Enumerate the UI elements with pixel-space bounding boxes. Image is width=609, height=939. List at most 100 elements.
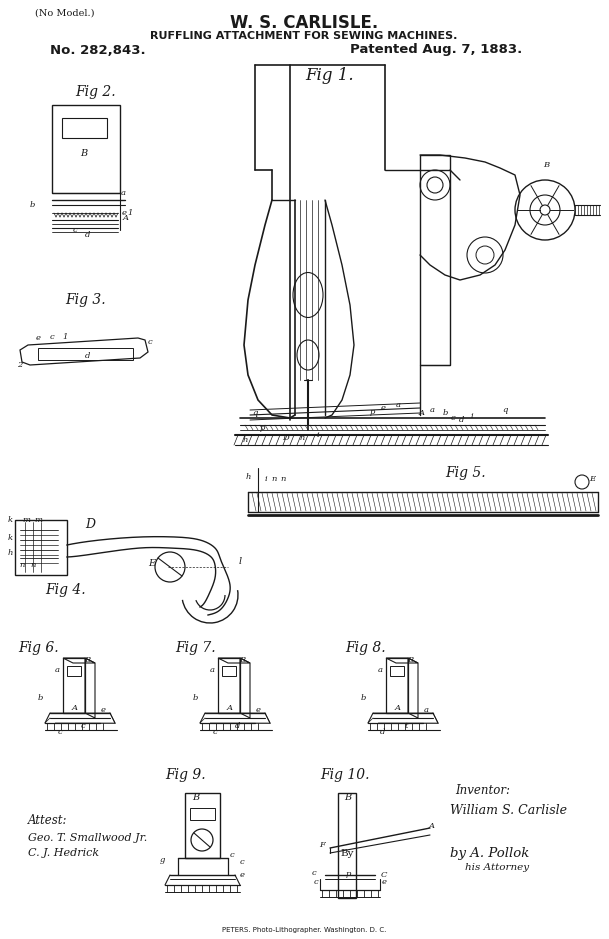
Bar xyxy=(52,105,120,193)
Text: a: a xyxy=(423,706,429,714)
Text: c: c xyxy=(239,858,244,866)
Text: Fig 1.: Fig 1. xyxy=(306,67,354,84)
Text: c: c xyxy=(147,338,152,346)
Text: h: h xyxy=(242,436,248,444)
Text: D: D xyxy=(281,434,289,442)
Text: (No Model.): (No Model.) xyxy=(35,8,94,18)
Text: 1: 1 xyxy=(127,209,133,217)
Bar xyxy=(62,118,107,138)
Text: e: e xyxy=(100,706,105,714)
Text: a: a xyxy=(378,666,382,674)
Text: b: b xyxy=(361,694,365,702)
Bar xyxy=(190,808,215,820)
Bar xyxy=(185,793,220,858)
Text: d: d xyxy=(380,728,385,736)
Text: k: k xyxy=(7,534,13,542)
Text: a: a xyxy=(395,401,401,409)
Bar xyxy=(338,793,356,898)
Text: Fig 4.: Fig 4. xyxy=(45,583,86,597)
Bar xyxy=(15,520,67,575)
Text: d: d xyxy=(85,352,91,360)
Text: q: q xyxy=(502,406,508,414)
Text: a: a xyxy=(429,406,434,414)
Text: q: q xyxy=(252,409,258,417)
Bar xyxy=(218,658,240,713)
Text: g: g xyxy=(160,856,164,864)
Text: h: h xyxy=(299,434,304,442)
Text: Patented Aug. 7, 1883.: Patented Aug. 7, 1883. xyxy=(350,43,523,56)
Text: B: B xyxy=(543,161,549,169)
Text: C: C xyxy=(381,871,387,879)
Text: B: B xyxy=(345,793,351,803)
Text: a: a xyxy=(209,666,214,674)
Text: k: k xyxy=(7,516,13,524)
Text: A: A xyxy=(429,822,435,830)
Text: Fig 7.: Fig 7. xyxy=(175,641,216,655)
Text: by A. Pollok: by A. Pollok xyxy=(450,846,529,859)
Text: i: i xyxy=(317,431,319,439)
Text: his Attorney: his Attorney xyxy=(465,864,529,872)
Text: b: b xyxy=(442,409,448,417)
Text: c: c xyxy=(58,728,62,736)
Text: m: m xyxy=(34,516,42,524)
Text: 2: 2 xyxy=(17,361,23,369)
Text: p: p xyxy=(345,870,351,878)
Text: c: c xyxy=(312,869,316,877)
Text: By: By xyxy=(340,849,353,857)
Text: p: p xyxy=(259,424,265,432)
Text: No. 282,843.: No. 282,843. xyxy=(50,43,146,56)
Text: c: c xyxy=(72,226,77,234)
Text: B: B xyxy=(192,793,200,803)
Text: c: c xyxy=(230,851,234,859)
Text: l: l xyxy=(239,558,242,566)
Text: p: p xyxy=(369,408,375,416)
Bar xyxy=(222,666,236,676)
Text: B: B xyxy=(239,656,245,664)
Text: e: e xyxy=(35,334,41,342)
Text: i: i xyxy=(265,475,267,483)
Text: b: b xyxy=(192,694,198,702)
Text: t: t xyxy=(404,722,407,730)
Text: c: c xyxy=(213,728,217,736)
Text: Fig 10.: Fig 10. xyxy=(320,768,370,782)
Text: c: c xyxy=(314,878,319,886)
Text: C. J. Hedrick: C. J. Hedrick xyxy=(28,848,99,858)
Text: c: c xyxy=(49,333,54,341)
Text: e: e xyxy=(381,878,387,886)
Text: Fig 6.: Fig 6. xyxy=(18,641,58,655)
Text: D: D xyxy=(85,518,95,531)
Text: B: B xyxy=(407,656,413,664)
Text: Fig 9.: Fig 9. xyxy=(165,768,206,782)
Text: e: e xyxy=(381,404,385,412)
Text: Fig 5.: Fig 5. xyxy=(445,466,485,480)
Text: c: c xyxy=(451,414,456,422)
Text: A: A xyxy=(227,704,233,712)
Text: PETERS. Photo-Lithographer. Washington. D. C.: PETERS. Photo-Lithographer. Washington. … xyxy=(222,927,386,933)
Text: b: b xyxy=(37,694,43,702)
Text: d: d xyxy=(235,722,241,730)
Text: Fig 2.: Fig 2. xyxy=(75,85,116,99)
Text: Geo. T. Smallwood Jr.: Geo. T. Smallwood Jr. xyxy=(28,833,147,843)
Text: A: A xyxy=(123,214,129,222)
Text: E: E xyxy=(589,475,595,483)
Text: A: A xyxy=(395,704,401,712)
Text: a: a xyxy=(54,666,60,674)
Text: i: i xyxy=(471,412,473,420)
Text: B: B xyxy=(80,148,88,158)
Text: a: a xyxy=(121,189,125,197)
Text: Attest:: Attest: xyxy=(28,813,68,826)
Text: n: n xyxy=(280,475,286,483)
Text: RUFFLING ATTACHMENT FOR SEWING MACHINES.: RUFFLING ATTACHMENT FOR SEWING MACHINES. xyxy=(150,31,458,41)
Text: d: d xyxy=(85,231,91,239)
Text: Fig 8.: Fig 8. xyxy=(345,641,385,655)
Bar xyxy=(386,658,408,713)
Text: e: e xyxy=(122,209,127,217)
Text: b: b xyxy=(29,201,35,209)
Text: d: d xyxy=(459,416,465,424)
Text: William S. Carlisle: William S. Carlisle xyxy=(450,804,567,817)
Text: W. S. CARLISLE.: W. S. CARLISLE. xyxy=(230,14,378,32)
Bar xyxy=(67,666,81,676)
Bar xyxy=(420,155,450,365)
Text: h: h xyxy=(7,549,13,557)
Bar xyxy=(63,658,85,713)
